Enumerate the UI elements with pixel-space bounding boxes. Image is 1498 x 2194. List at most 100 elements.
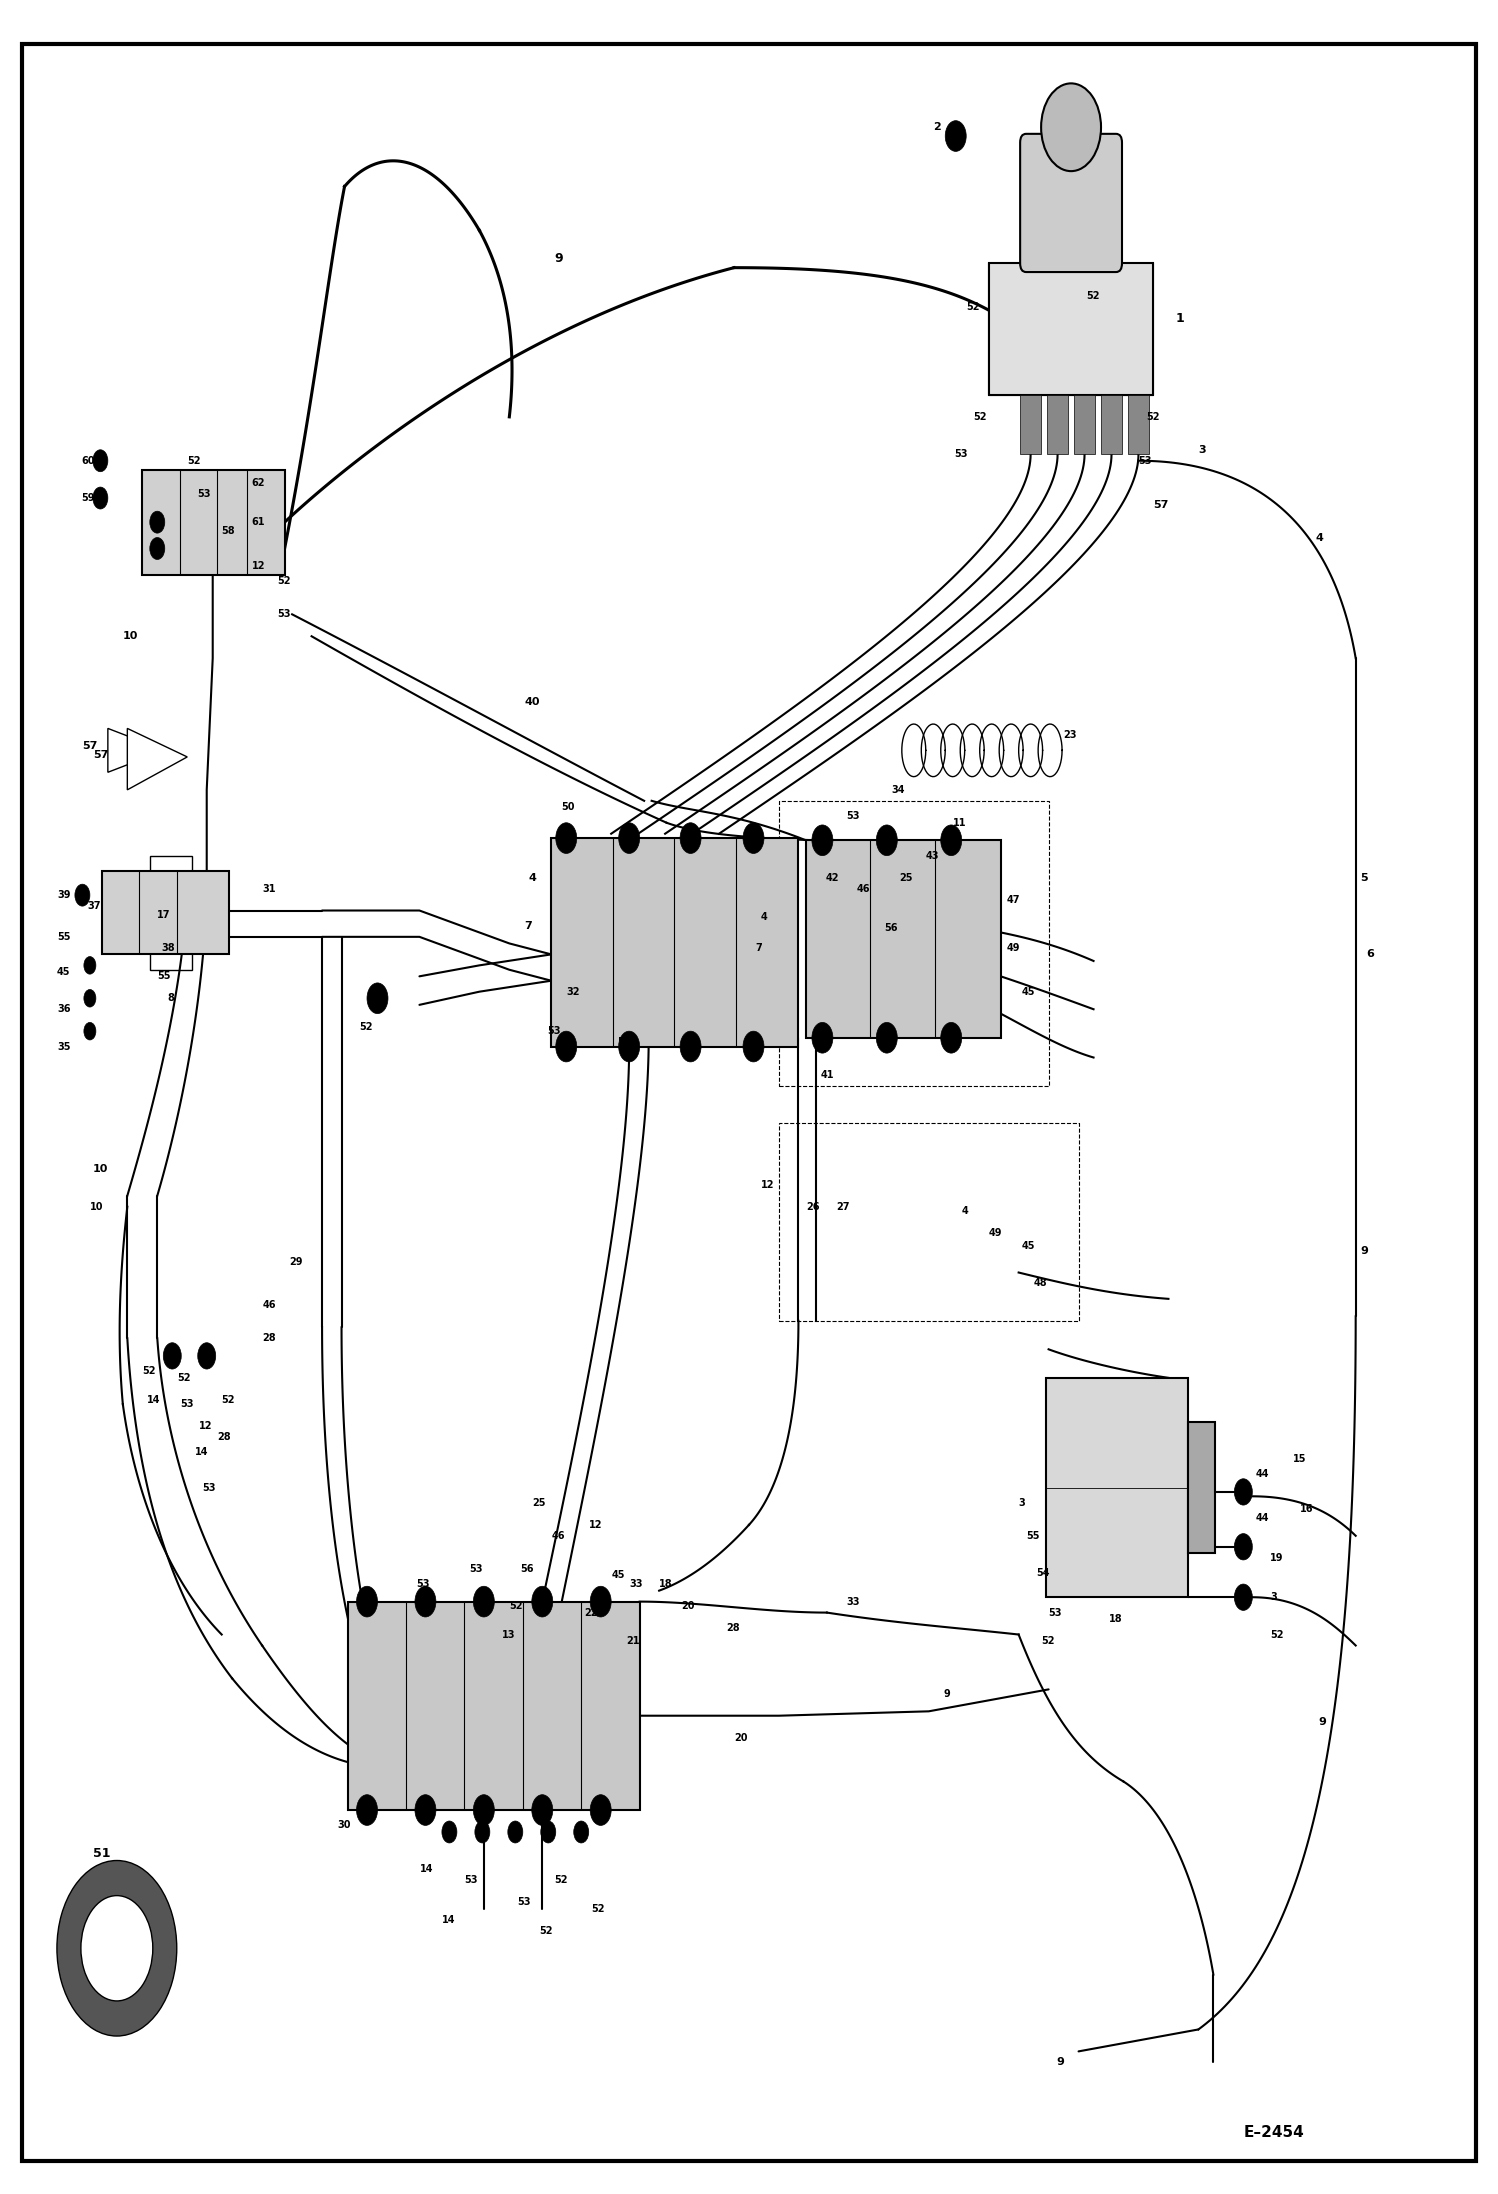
Text: 53: 53 [517,1898,530,1907]
Bar [142,470,285,575]
Polygon shape [127,728,187,790]
Bar [1046,1378,1188,1597]
Text: 57: 57 [93,750,108,759]
Text: 11: 11 [953,818,966,827]
Text: 38: 38 [162,943,175,952]
Text: 16: 16 [1300,1505,1314,1514]
Text: 52: 52 [509,1602,523,1610]
Polygon shape [108,728,165,772]
Text: 27: 27 [836,1202,849,1211]
Text: 55: 55 [157,972,171,981]
Text: 53: 53 [464,1876,478,1885]
Circle shape [93,487,108,509]
Bar [1101,395,1122,454]
Text: 57: 57 [82,742,97,750]
Text: 37: 37 [87,902,100,911]
Bar [551,838,798,1047]
Text: 42: 42 [825,873,839,882]
Text: 52: 52 [1041,1637,1055,1646]
Circle shape [619,823,640,853]
Text: 49: 49 [989,1229,1002,1237]
Text: 18: 18 [1109,1615,1122,1624]
Circle shape [680,1031,701,1062]
Circle shape [945,121,966,151]
Text: 12: 12 [589,1520,602,1529]
Circle shape [367,983,388,1014]
Text: 6: 6 [1366,950,1374,959]
Text: 45: 45 [1022,1242,1035,1251]
Bar [779,1123,1079,1321]
Text: 14: 14 [419,1865,433,1874]
Circle shape [541,1821,556,1843]
FancyBboxPatch shape [1020,134,1122,272]
Circle shape [1041,83,1101,171]
Circle shape [163,1343,181,1369]
Text: 10: 10 [90,1202,103,1211]
Text: 53: 53 [1049,1608,1062,1617]
Text: 40: 40 [524,698,539,706]
Bar [1020,395,1041,454]
Text: 9: 9 [1056,2058,1064,2067]
Text: 53: 53 [469,1564,482,1573]
Text: 20: 20 [734,1733,748,1742]
Circle shape [442,1821,457,1843]
Bar [1128,395,1149,454]
Text: 53: 53 [954,450,968,459]
Circle shape [357,1795,377,1825]
Text: 51: 51 [93,1847,111,1861]
Text: 22: 22 [584,1608,598,1617]
Text: 49: 49 [1007,943,1020,952]
Text: 58: 58 [222,527,235,535]
Text: 53: 53 [202,1483,216,1492]
Text: E–2454: E–2454 [1243,2126,1305,2139]
Text: 12: 12 [199,1422,213,1430]
Text: 53: 53 [846,812,860,821]
Text: 53: 53 [1138,456,1152,465]
Circle shape [941,1022,962,1053]
Text: 10: 10 [93,1165,108,1174]
Text: 52: 52 [187,456,201,465]
Text: 53: 53 [198,489,211,498]
Text: 13: 13 [502,1630,515,1639]
Text: 43: 43 [926,851,939,860]
Text: 44: 44 [1255,1514,1269,1523]
Text: 7: 7 [755,943,762,952]
Text: 52: 52 [222,1395,235,1404]
Text: 10: 10 [123,632,138,641]
Text: 4: 4 [1315,533,1323,542]
Text: 52: 52 [142,1367,156,1376]
Text: 30: 30 [337,1821,351,1830]
Text: 52: 52 [592,1904,605,1913]
Circle shape [574,1821,589,1843]
Circle shape [473,1586,494,1617]
Text: 31: 31 [262,884,276,893]
Text: 53: 53 [180,1400,193,1409]
Text: 7: 7 [524,921,532,930]
Text: 3: 3 [1270,1593,1278,1602]
Text: 48: 48 [1034,1279,1047,1288]
Text: 52: 52 [539,1926,553,1935]
Text: 14: 14 [442,1915,455,1924]
Text: 21: 21 [626,1637,640,1646]
Text: 26: 26 [806,1202,819,1211]
Text: 12: 12 [252,562,265,570]
Circle shape [532,1586,553,1617]
Text: 32: 32 [566,987,580,996]
Text: 9: 9 [554,252,563,265]
Text: 20: 20 [682,1602,695,1610]
Circle shape [532,1795,553,1825]
Text: 28: 28 [727,1624,740,1632]
Text: 33: 33 [629,1580,643,1588]
Circle shape [743,823,764,853]
Text: 25: 25 [899,873,912,882]
Text: 25: 25 [532,1499,545,1507]
Text: 45: 45 [57,968,70,976]
Text: 45: 45 [611,1571,625,1580]
Text: 52: 52 [554,1876,568,1885]
Text: 9: 9 [1360,1246,1368,1255]
Circle shape [84,989,96,1007]
Text: 52: 52 [974,412,987,421]
Text: 61: 61 [252,518,265,527]
Text: 52: 52 [1086,292,1100,301]
Text: 14: 14 [147,1395,160,1404]
